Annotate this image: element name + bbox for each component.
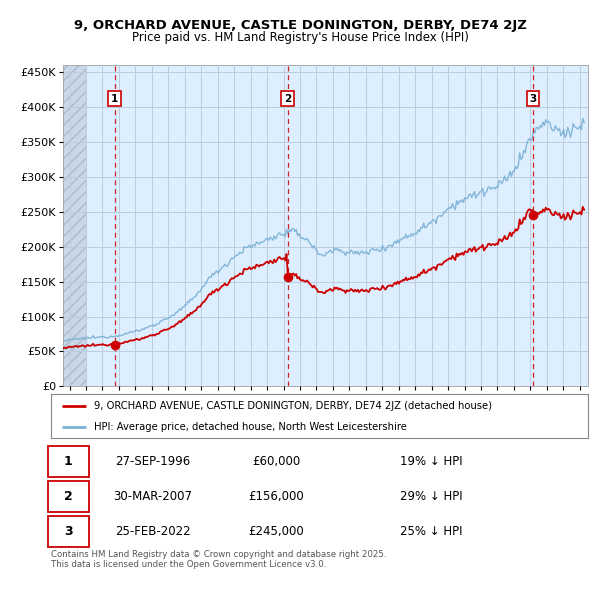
Text: 2: 2 [284, 94, 291, 104]
Text: 19% ↓ HPI: 19% ↓ HPI [400, 454, 463, 468]
Text: 1: 1 [111, 94, 118, 104]
Text: 9, ORCHARD AVENUE, CASTLE DONINGTON, DERBY, DE74 2JZ: 9, ORCHARD AVENUE, CASTLE DONINGTON, DER… [74, 19, 526, 32]
FancyBboxPatch shape [49, 481, 89, 512]
Text: 30-MAR-2007: 30-MAR-2007 [113, 490, 193, 503]
Text: 27-SEP-1996: 27-SEP-1996 [115, 454, 191, 468]
Text: HPI: Average price, detached house, North West Leicestershire: HPI: Average price, detached house, Nort… [94, 422, 407, 432]
Text: 29% ↓ HPI: 29% ↓ HPI [400, 490, 463, 503]
Text: £156,000: £156,000 [248, 490, 304, 503]
Text: Price paid vs. HM Land Registry's House Price Index (HPI): Price paid vs. HM Land Registry's House … [131, 31, 469, 44]
Text: Contains HM Land Registry data © Crown copyright and database right 2025.
This d: Contains HM Land Registry data © Crown c… [51, 550, 386, 569]
Text: 2: 2 [64, 490, 73, 503]
FancyBboxPatch shape [49, 516, 89, 547]
Text: £60,000: £60,000 [253, 454, 301, 468]
Text: 9, ORCHARD AVENUE, CASTLE DONINGTON, DERBY, DE74 2JZ (detached house): 9, ORCHARD AVENUE, CASTLE DONINGTON, DER… [94, 401, 492, 411]
Text: 25-FEB-2022: 25-FEB-2022 [115, 525, 191, 538]
Text: 25% ↓ HPI: 25% ↓ HPI [400, 525, 463, 538]
Text: 3: 3 [529, 94, 536, 104]
Text: 1: 1 [64, 454, 73, 468]
FancyBboxPatch shape [49, 445, 89, 477]
Text: 3: 3 [64, 525, 73, 538]
Text: £245,000: £245,000 [248, 525, 304, 538]
